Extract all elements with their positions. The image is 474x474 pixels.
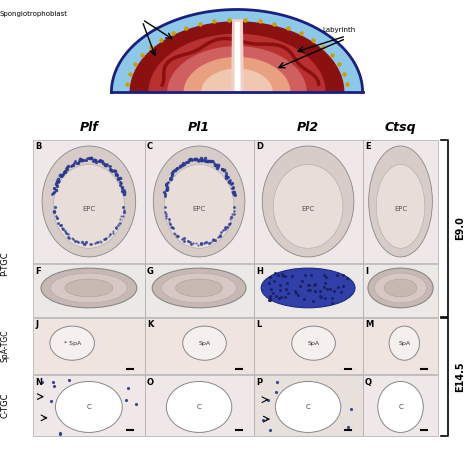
Text: * SpA: * SpA <box>64 341 81 346</box>
Ellipse shape <box>261 268 355 308</box>
Text: SpA: SpA <box>398 341 410 346</box>
Text: G: G <box>147 267 154 276</box>
Bar <box>254 375 363 436</box>
Ellipse shape <box>389 326 419 360</box>
Ellipse shape <box>176 279 222 297</box>
Ellipse shape <box>273 164 343 248</box>
Ellipse shape <box>384 279 417 297</box>
Text: Spongiotrophoblast: Spongiotrophoblast <box>0 11 68 17</box>
Bar <box>363 264 438 317</box>
Polygon shape <box>111 9 363 92</box>
Text: EPC: EPC <box>301 206 315 212</box>
Text: P: P <box>256 378 262 387</box>
Polygon shape <box>202 69 272 92</box>
Text: P-TGC: P-TGC <box>0 252 9 276</box>
Text: C: C <box>398 404 403 410</box>
Bar <box>33 318 145 374</box>
Text: M: M <box>365 320 373 329</box>
Text: C: C <box>147 142 153 151</box>
Text: SpA: SpA <box>199 341 210 346</box>
Ellipse shape <box>152 268 246 308</box>
Text: K: K <box>147 320 153 329</box>
Bar <box>145 375 254 436</box>
Bar <box>254 318 363 374</box>
Text: L: L <box>256 320 261 329</box>
Ellipse shape <box>374 273 427 303</box>
Ellipse shape <box>65 279 113 297</box>
Ellipse shape <box>262 146 354 257</box>
Text: C: C <box>86 404 91 410</box>
Bar <box>145 140 254 263</box>
Text: B: B <box>36 142 42 151</box>
Ellipse shape <box>164 164 234 248</box>
Text: EPC: EPC <box>82 206 95 212</box>
Bar <box>254 140 363 263</box>
Text: H: H <box>256 267 263 276</box>
Ellipse shape <box>166 382 232 432</box>
Text: F: F <box>36 267 41 276</box>
Polygon shape <box>184 58 290 92</box>
Bar <box>363 318 438 374</box>
Text: C-TGC: C-TGC <box>0 393 9 419</box>
Ellipse shape <box>50 326 94 360</box>
Bar <box>363 140 438 263</box>
Text: SpA-TGC: SpA-TGC <box>0 330 9 362</box>
Text: J: J <box>36 320 38 329</box>
Bar <box>363 375 438 436</box>
Ellipse shape <box>42 146 136 257</box>
Text: C: C <box>197 404 201 410</box>
Text: I: I <box>365 267 368 276</box>
Ellipse shape <box>162 273 237 303</box>
Bar <box>33 264 145 317</box>
Ellipse shape <box>378 382 423 432</box>
Text: C: C <box>306 404 310 410</box>
Text: Plf: Plf <box>80 121 98 135</box>
Text: N: N <box>36 378 43 387</box>
Ellipse shape <box>275 382 341 432</box>
Text: E14.5: E14.5 <box>455 362 465 392</box>
Ellipse shape <box>369 146 432 257</box>
Text: Labyrinth: Labyrinth <box>322 27 356 33</box>
Text: E9.0: E9.0 <box>455 216 465 240</box>
Ellipse shape <box>41 268 137 308</box>
Polygon shape <box>149 35 325 92</box>
Text: Ctsq: Ctsq <box>385 121 416 135</box>
Text: Pl2: Pl2 <box>297 121 319 135</box>
Ellipse shape <box>183 326 227 360</box>
Text: E: E <box>365 142 371 151</box>
Ellipse shape <box>368 268 433 308</box>
Ellipse shape <box>53 164 125 248</box>
Text: EPC: EPC <box>192 206 206 212</box>
Text: O: O <box>147 378 154 387</box>
Bar <box>254 264 363 317</box>
Text: EPC: EPC <box>394 206 407 212</box>
Bar <box>33 140 145 263</box>
Bar <box>145 264 254 317</box>
Text: Q: Q <box>365 378 372 387</box>
Text: Pl1: Pl1 <box>188 121 210 135</box>
Ellipse shape <box>153 146 245 257</box>
Ellipse shape <box>292 326 335 360</box>
Bar <box>145 318 254 374</box>
Bar <box>33 375 145 436</box>
Text: D: D <box>256 142 263 151</box>
Polygon shape <box>168 47 306 92</box>
Ellipse shape <box>55 382 122 432</box>
Ellipse shape <box>51 273 127 303</box>
Polygon shape <box>130 22 344 92</box>
Ellipse shape <box>376 164 425 248</box>
Text: SpA: SpA <box>308 341 319 346</box>
